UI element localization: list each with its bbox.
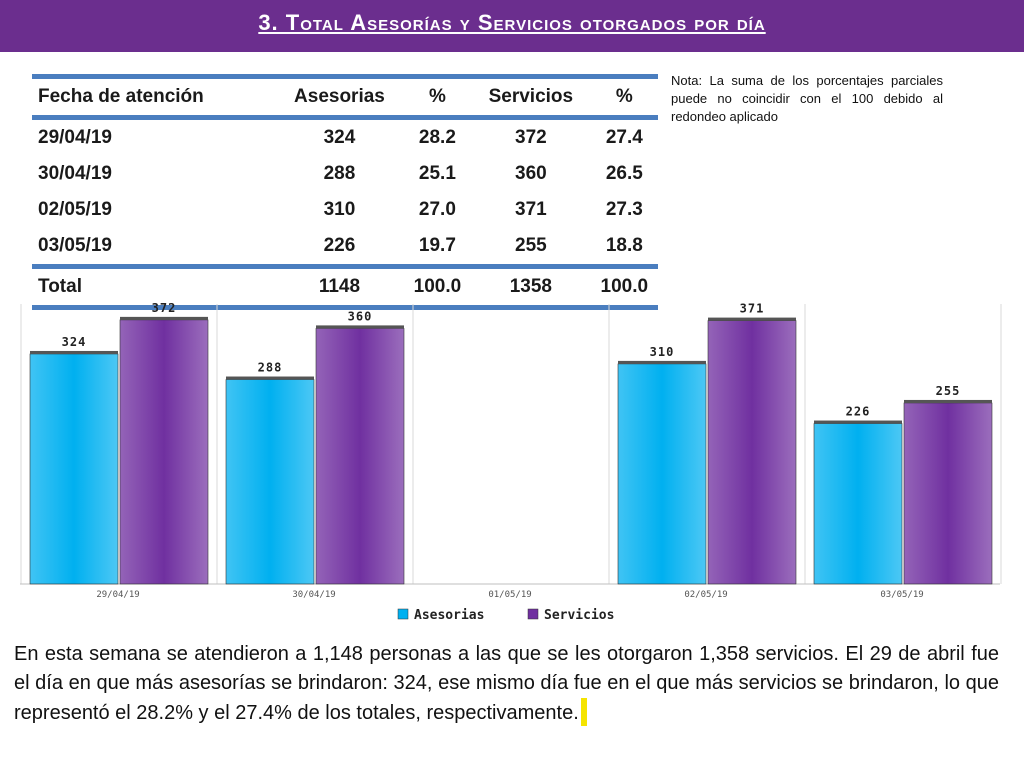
legend-label: Servicios [544, 608, 614, 623]
bar-asesorias [813, 423, 903, 585]
slide-title: 3. Total Asesorías y Servicios otorgados… [0, 0, 1024, 52]
cell: 25.1 [418, 163, 456, 184]
bar-asesorias [29, 353, 119, 585]
cell: 27.3 [605, 199, 643, 220]
bar-servicios [119, 319, 209, 585]
cell: 324 [323, 127, 356, 148]
text-cursor-highlight [580, 698, 587, 726]
cell: 255 [515, 235, 547, 256]
legend-swatch [527, 608, 539, 620]
bar-top-servicios [120, 316, 208, 320]
footnote: Nota: La suma de los porcentajes parcial… [671, 73, 943, 124]
table-row: 29/04/19 324 28.2 372 27.4 [32, 118, 658, 157]
data-label: 360 [348, 309, 373, 323]
bar-servicios [315, 328, 405, 585]
cell: 100.0 [600, 276, 649, 297]
data-label: 372 [152, 301, 177, 315]
cell: 30/04/19 [38, 163, 112, 184]
cell: 1148 [318, 276, 361, 297]
legend-label: Asesorias [414, 608, 484, 623]
header-asesorias: Asesorias [294, 86, 385, 107]
cell: 19.7 [418, 235, 456, 256]
header-servicios: Servicios [488, 86, 574, 107]
cell: 27.4 [605, 127, 643, 148]
table-row: 30/04/19 288 25.1 360 26.5 [32, 156, 658, 192]
cell: 310 [323, 199, 356, 220]
summary-paragraph: En esta semana se atendieron a 1,148 per… [14, 640, 999, 728]
x-tick-label: 02/05/19 [684, 590, 727, 600]
bar-asesorias [225, 379, 315, 585]
bar-chart: 324 372 29/04/19 288 360 30/04/19 01/05/19 310 3… [20, 301, 1002, 623]
table-header-row: Fecha de atención Asesorias % Servicios … [32, 76, 658, 118]
data-label: 288 [258, 361, 283, 375]
x-tick-label: 01/05/19 [488, 590, 531, 600]
cell: 18.8 [605, 235, 643, 256]
header-date: Fecha de atención [38, 86, 204, 107]
data-label: 310 [650, 345, 675, 359]
bar-top-asesorias [226, 376, 314, 380]
bar-top-asesorias [30, 350, 118, 354]
cell: 372 [515, 127, 547, 148]
bar-top-servicios [904, 399, 992, 403]
data-table: Fecha de atención Asesorias % Servicios … [32, 74, 658, 310]
header-asesorias-pct: % [428, 86, 446, 107]
cell: 360 [515, 163, 547, 184]
data-label: 371 [740, 302, 765, 316]
bar-top-asesorias [618, 360, 706, 364]
table-row: 03/05/19 226 19.7 255 18.8 [32, 228, 658, 267]
cell: 28.2 [418, 127, 456, 148]
cell: 26.5 [605, 163, 643, 184]
data-label: 226 [846, 405, 871, 419]
cell: 27.0 [418, 199, 456, 220]
cell: 288 [323, 163, 356, 184]
cell: 1358 [509, 276, 552, 297]
bar-top-servicios [708, 317, 796, 321]
legend-swatch [397, 608, 409, 620]
x-tick-label: 29/04/19 [96, 590, 139, 600]
bar-asesorias [617, 363, 707, 585]
bar-servicios [903, 402, 993, 585]
cell: 02/05/19 [38, 199, 112, 220]
cell: 226 [323, 235, 356, 256]
bar-servicios [707, 320, 797, 585]
x-tick-label: 30/04/19 [292, 590, 335, 600]
summary-text: En esta semana se atendieron a 1,148 per… [14, 643, 999, 724]
table-total-row: Total 1148 100.0 1358 100.0 [32, 266, 658, 308]
cell: 03/05/19 [38, 235, 112, 256]
bar-top-servicios [316, 325, 404, 329]
cell: 371 [515, 199, 547, 220]
data-label: 255 [936, 384, 961, 398]
table-row: 02/05/19 310 27.0 371 27.3 [32, 192, 658, 228]
x-tick-label: 03/05/19 [880, 590, 923, 600]
cell: 29/04/19 [38, 127, 112, 148]
cell: 100.0 [413, 276, 462, 297]
header-servicios-pct: % [615, 86, 633, 107]
data-label: 324 [62, 335, 87, 349]
bar-top-asesorias [814, 420, 902, 424]
cell: Total [38, 276, 82, 297]
